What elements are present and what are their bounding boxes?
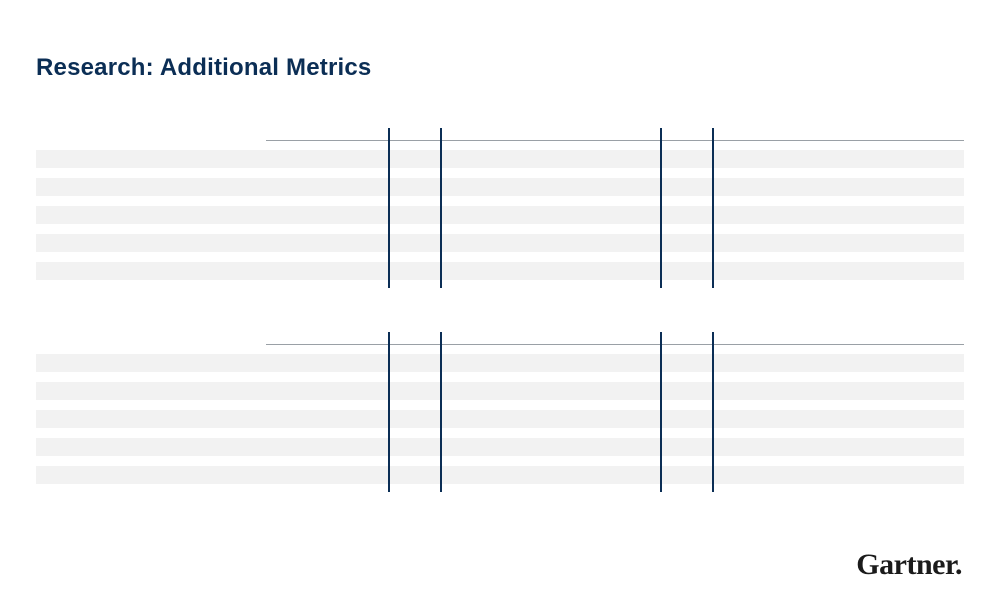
column-divider: [712, 128, 714, 288]
table-row: [36, 466, 964, 484]
gartner-logo: Gartner.: [856, 548, 962, 582]
lower-metrics-table: [36, 332, 964, 492]
table-row: [36, 262, 964, 280]
table-row: [36, 410, 964, 428]
table-header-rule: [266, 140, 964, 141]
table-row: [36, 178, 964, 196]
table-row: [36, 382, 964, 400]
column-divider: [388, 332, 390, 492]
column-divider: [388, 128, 390, 288]
column-divider: [712, 332, 714, 492]
column-divider: [660, 128, 662, 288]
page-title: Research: Additional Metrics: [36, 54, 371, 82]
column-divider: [440, 332, 442, 492]
table-header-rule: [266, 344, 964, 345]
table-row: [36, 234, 964, 252]
column-divider: [660, 332, 662, 492]
upper-metrics-table: [36, 128, 964, 288]
table-row: [36, 438, 964, 456]
table-row: [36, 206, 964, 224]
table-row: [36, 354, 964, 372]
slide-root: Research: Additional Metrics Gartner.: [0, 0, 1008, 612]
table-row: [36, 150, 964, 168]
column-divider: [440, 128, 442, 288]
